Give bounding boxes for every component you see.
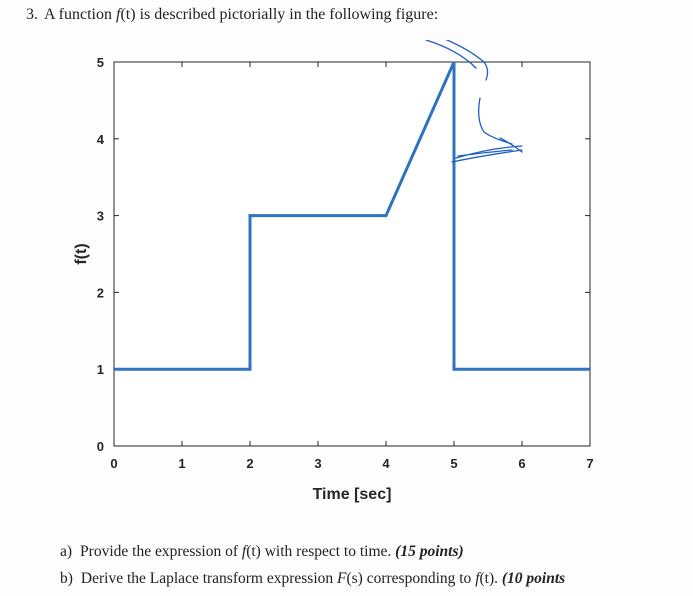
x-tick-label: 0 (110, 456, 117, 471)
question-func-arg: (t) (120, 6, 136, 23)
part-b-text-before: Derive the Laplace transform expression (80, 570, 337, 587)
ink-stroke (425, 40, 477, 69)
part-a-func: f (241, 543, 247, 560)
handwritten-ink-marks (425, 40, 523, 163)
part-a-func-arg: (t) (246, 543, 261, 560)
ink-stroke (478, 97, 513, 145)
part-a: a) Provide the expression of f(t) with re… (60, 543, 464, 561)
part-b-func2: f (475, 570, 480, 587)
y-tick-labels: 0 1 2 3 4 5 (97, 55, 105, 454)
part-b-text-mid: corresponding to (362, 570, 476, 587)
x-tick-label: 5 (450, 456, 457, 471)
part-a-text-before: Provide the expression of (80, 543, 242, 560)
y-tick-label: 2 (97, 285, 104, 300)
part-a-points: (15 points) (395, 543, 464, 560)
question-header: 3. A function f(t) is described pictorial… (26, 6, 438, 24)
question-number: 3. (26, 6, 38, 23)
axis-ticks (113, 61, 591, 447)
ink-stroke (455, 145, 523, 159)
ink-stroke (499, 137, 523, 153)
part-b-func2-arg: (t) (479, 570, 495, 587)
y-tick-label: 5 (97, 55, 104, 70)
ink-stroke (445, 40, 489, 81)
question-text-after: is described pictorially in the followin… (135, 6, 439, 23)
plot-area (113, 61, 591, 447)
question-text-before: A function (44, 6, 116, 23)
part-a-text-after: with respect to time. (260, 543, 396, 560)
part-a-label: a) (60, 543, 73, 560)
series-line (114, 61, 590, 371)
part-b-func-arg: (s) (346, 570, 363, 587)
part-b-points: (10 points (501, 570, 566, 587)
question-func: f (116, 6, 121, 23)
x-tick-label: 1 (178, 456, 185, 471)
x-axis-title: Time [sec] (313, 486, 392, 503)
y-tick-label: 0 (97, 439, 104, 454)
x-tick-label: 2 (246, 456, 253, 471)
x-tick-label: 4 (382, 456, 390, 471)
y-tick-label: 1 (97, 362, 104, 377)
part-b-text-after: . (494, 570, 502, 587)
x-tick-label: 3 (314, 456, 321, 471)
part-b-func: F (337, 570, 347, 587)
x-tick-label: 6 (518, 456, 525, 471)
x-tick-labels: 0 1 2 3 4 5 6 7 (110, 456, 593, 471)
ink-stroke (457, 149, 513, 157)
ink-stroke (451, 149, 523, 163)
part-b: b) Derive the Laplace transform expressio… (60, 570, 565, 588)
part-b-label: b) (60, 570, 73, 587)
x-tick-label: 7 (586, 456, 593, 471)
function-plot: 0 1 2 3 4 5 6 7 0 1 2 3 4 5 Time [sec] f(t) (73, 40, 594, 503)
y-tick-label: 4 (97, 132, 105, 147)
y-tick-label: 3 (97, 209, 104, 224)
y-axis-title: f(t) (73, 243, 90, 264)
